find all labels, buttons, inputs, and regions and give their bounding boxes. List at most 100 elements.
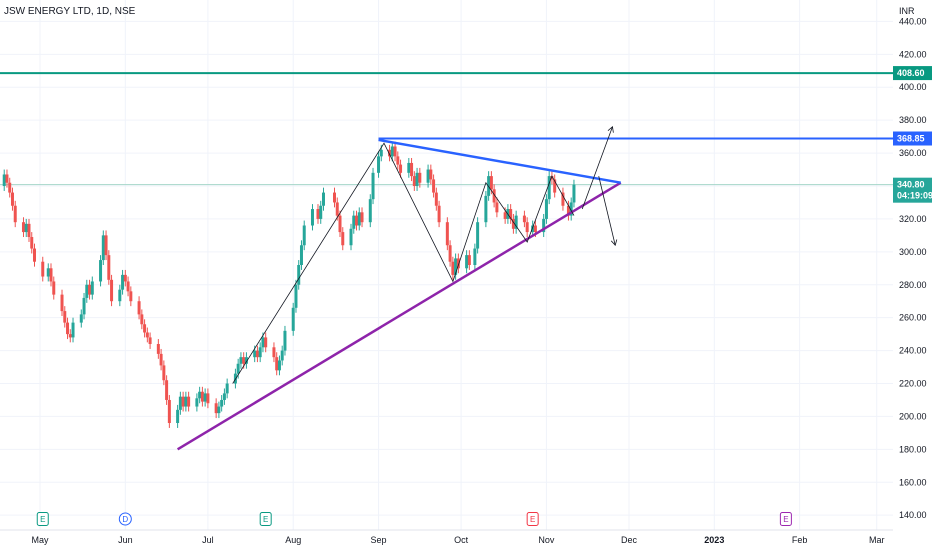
candle-body [341, 232, 345, 246]
candle-body [41, 261, 45, 277]
candle-body [66, 322, 70, 335]
event-letter: D [122, 515, 128, 524]
candle-body [465, 255, 469, 269]
grid [0, 0, 893, 530]
candle-body [255, 350, 259, 358]
candle-body [407, 162, 411, 173]
candle-body [49, 268, 53, 282]
candle-body [165, 380, 169, 400]
y-tick-label: 220.00 [899, 379, 927, 389]
candle-body [437, 205, 441, 223]
candle-body [542, 218, 546, 233]
event-letter: E [40, 515, 45, 524]
price-tag-label: 408.60 [897, 68, 925, 78]
candle-body [492, 189, 496, 203]
x-tick-label: Aug [285, 535, 301, 545]
candle-body [412, 176, 416, 186]
candle-body [272, 347, 276, 358]
candle-body [415, 172, 419, 186]
candle-body [522, 215, 526, 223]
candle-body [277, 360, 281, 371]
y-tick-label: 280.00 [899, 280, 927, 290]
candle-body [566, 205, 570, 216]
countdown-label: 04:19:09 [897, 191, 932, 201]
candle-body [63, 311, 67, 323]
time-axis[interactable]: May Jun Jul Aug Sep Oct Nov Dec 2023 Feb Mar [31, 535, 884, 545]
candle-body [399, 164, 403, 173]
candle-body [203, 393, 207, 402]
candle-body [388, 149, 392, 157]
candle-body [291, 307, 295, 331]
candle-body [310, 209, 314, 226]
event-letter: E [530, 515, 535, 524]
candle-body [79, 314, 83, 323]
candle-body [159, 353, 163, 366]
candle-body [82, 297, 86, 315]
candle-body [5, 174, 9, 183]
candle-body [236, 363, 240, 374]
candle-body [181, 396, 185, 407]
projection-arrows[interactable] [581, 125, 618, 247]
candle-body [239, 357, 243, 364]
candle-body [206, 393, 210, 404]
candle-body [377, 156, 381, 173]
candle-body [321, 192, 325, 206]
x-tick-label: Nov [538, 535, 555, 545]
candle-body [454, 258, 458, 275]
candle-body [140, 314, 144, 325]
candles [2, 141, 576, 428]
y-tick-label: 200.00 [899, 411, 927, 421]
y-tick-label: 400.00 [899, 82, 927, 92]
candle-body [187, 396, 191, 407]
current-price-tag [893, 177, 932, 203]
projection-arrow [598, 176, 616, 246]
candle-body [222, 393, 226, 400]
candle-body [8, 182, 12, 193]
y-tick-label: 160.00 [899, 477, 927, 487]
candle-body [107, 255, 111, 280]
candle-body [448, 245, 452, 262]
candle-body [30, 237, 34, 249]
candle-body [484, 195, 488, 223]
candle-body [68, 334, 72, 338]
candle-body [335, 202, 339, 216]
candle-body [2, 174, 6, 186]
y-tick-label: 360.00 [899, 148, 927, 158]
arrow-head [607, 125, 614, 133]
trend-line [176, 181, 622, 451]
y-tick-label: 300.00 [899, 247, 927, 257]
candle-body [544, 199, 548, 219]
candle-body [569, 202, 573, 216]
candle-body [432, 179, 436, 193]
candle-body [429, 169, 433, 180]
candle-body [198, 391, 202, 399]
candle-body [176, 409, 180, 424]
candle-body [333, 192, 336, 203]
candle-body [148, 337, 152, 345]
candle-body [104, 235, 108, 256]
candle-body [52, 281, 56, 295]
candle-body [143, 324, 147, 333]
candle-body [123, 274, 127, 282]
candle-body [426, 169, 430, 183]
trend-lines[interactable] [176, 138, 622, 451]
candle-body [525, 222, 529, 233]
candle-body [118, 289, 122, 302]
horizontal-lines [0, 72, 893, 186]
candle-body [467, 255, 471, 265]
candle-body [572, 184, 576, 203]
candle-body [21, 222, 25, 233]
x-tick-label: Feb [792, 535, 808, 545]
candle-body [121, 274, 125, 290]
candle-body [283, 330, 287, 351]
candle-body [280, 350, 284, 361]
arrow-head [610, 239, 618, 247]
x-tick-label: Sep [371, 535, 387, 545]
y-tick-label: 260.00 [899, 313, 927, 323]
x-tick-label: Mar [869, 535, 885, 545]
candle-body [533, 225, 537, 233]
candle-body [244, 357, 248, 364]
candle-body [99, 260, 103, 282]
